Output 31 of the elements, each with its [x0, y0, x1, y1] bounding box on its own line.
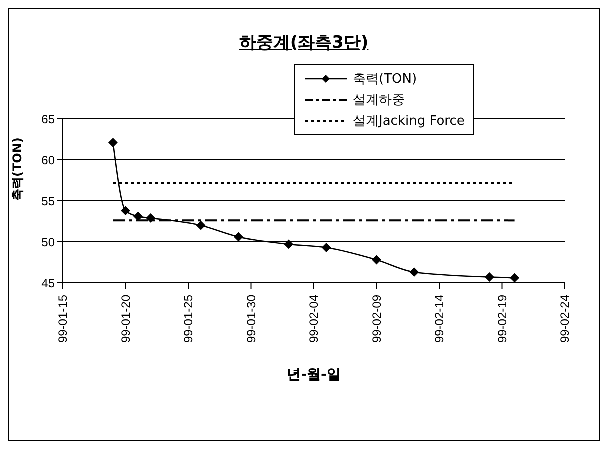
point — [485, 272, 494, 282]
point — [284, 240, 294, 249]
y-tick-label: 45 — [42, 276, 56, 290]
y-tick-label: 65 — [42, 112, 56, 126]
point — [196, 221, 206, 230]
x-tick-label: 99-02-14 — [432, 294, 446, 344]
legend-label: 설계하중 — [353, 92, 405, 108]
point — [146, 214, 156, 223]
y-tick-label: 50 — [42, 235, 56, 250]
x-tick-label: 99-02-09 — [370, 294, 384, 344]
x-tick-label: 99-01-30 — [244, 294, 258, 344]
point — [322, 243, 332, 252]
x-axis-title: 년-월-일 — [287, 367, 341, 383]
x-tick-label: 99-02-19 — [495, 294, 510, 344]
point — [372, 256, 382, 265]
x-tick-label: 99-01-15 — [56, 294, 70, 344]
x-tick-label: 99-01-20 — [118, 294, 133, 344]
x-tick-label: 99-02-24 — [558, 294, 572, 344]
x-tick-label: 99-02-04 — [307, 294, 321, 344]
y-tick-label: 60 — [42, 153, 56, 168]
y-axis-title: 축력(TON) — [10, 138, 24, 201]
point — [108, 138, 118, 148]
y-tick-label: 55 — [42, 194, 56, 208]
point — [121, 206, 130, 216]
point — [510, 274, 520, 283]
point — [234, 232, 244, 242]
legend-label: 축력(TON) — [353, 70, 418, 88]
chart-title: 하중계(좌측3단) — [238, 32, 370, 54]
x-tick-label: 99-01-25 — [182, 294, 196, 344]
point — [410, 268, 419, 277]
legend-label: 설계Jacking Force — [353, 112, 465, 130]
